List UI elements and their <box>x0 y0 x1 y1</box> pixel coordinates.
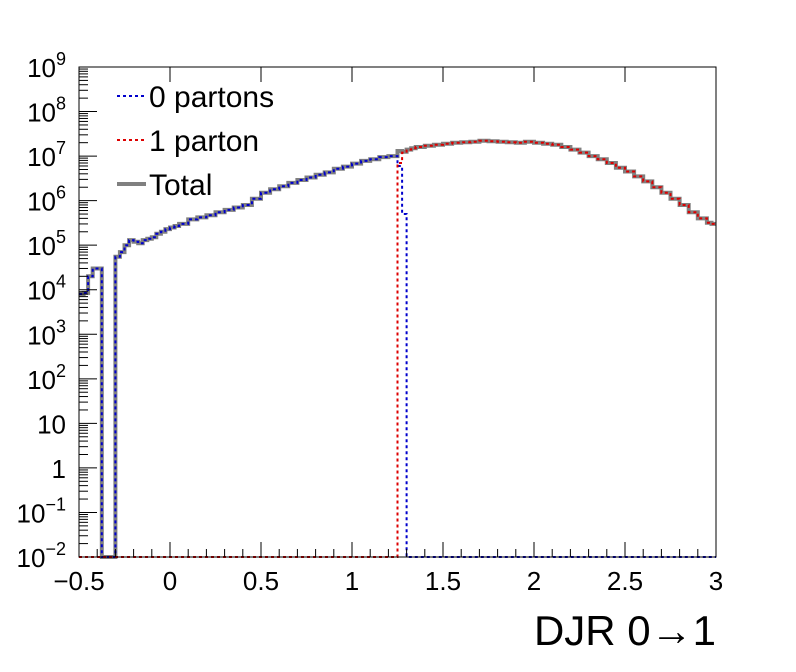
series-line-1 <box>79 139 716 558</box>
y-tick-label: 10 <box>37 409 66 439</box>
legend-label-1: 1 parton <box>149 125 259 158</box>
y-tick-label: 102 <box>27 361 66 395</box>
x-tick-label: 2 <box>527 566 541 596</box>
x-tick-label: 2.5 <box>607 566 643 596</box>
legend: 0 partons 1 parton Total <box>117 81 274 202</box>
x-tick-label: 0 <box>163 566 177 596</box>
plot-frame <box>78 66 717 558</box>
y-tick-label: 108 <box>27 94 66 128</box>
y-tick-label: 10−2 <box>17 539 66 573</box>
x-tick-label: 0.5 <box>243 566 279 596</box>
x-tick-label: 1 <box>345 566 359 596</box>
y-tick-label: 109 <box>27 49 66 83</box>
x-tick-label: −0.5 <box>53 566 104 596</box>
series-layer <box>79 138 716 559</box>
y-tick-label: 106 <box>27 183 66 217</box>
legend-label-0: 0 partons <box>149 81 274 114</box>
y-tick-label: 1 <box>52 454 66 484</box>
legend-label-2: Total <box>149 169 212 202</box>
y-tick-label: 107 <box>27 138 66 172</box>
y-tick-label: 104 <box>27 272 66 306</box>
series-line-0 <box>79 155 716 558</box>
x-tick-label: 3 <box>709 566 723 596</box>
y-tick-label: 103 <box>27 316 66 350</box>
x-tick-labels: −0.5 0 0.5 1 1.5 2 2.5 3 <box>53 566 723 596</box>
x-axis-title: DJR 0→1 <box>534 607 716 654</box>
x-tick-label: 1.5 <box>425 566 461 596</box>
y-tick-labels: 10−2 10−1 1 10 102 103 104 105 106 107 108 109 <box>17 49 66 573</box>
y-tick-label: 105 <box>27 227 66 261</box>
axis-ticks <box>78 66 717 558</box>
y-tick-label: 10−1 <box>17 494 66 528</box>
